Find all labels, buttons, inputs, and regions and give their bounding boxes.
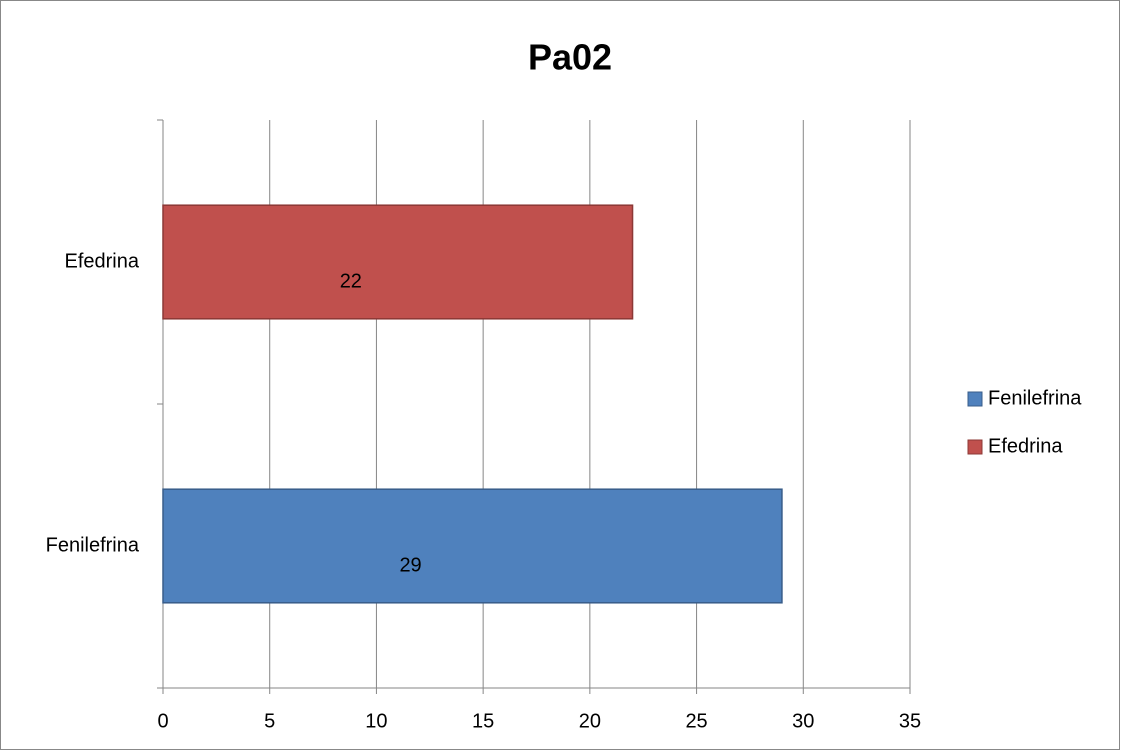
x-tick-label: 30: [792, 710, 814, 732]
x-tick-label: 0: [157, 710, 168, 732]
bar: [162, 488, 783, 604]
x-tick-label: 20: [579, 710, 601, 732]
x-tick-label: 10: [365, 710, 387, 732]
chart-title: Pa02: [528, 37, 612, 78]
x-tick-label: 5: [264, 710, 275, 732]
legend-label: Efedrina: [988, 435, 1063, 457]
x-tick-label: 25: [685, 710, 707, 732]
data-label: 22: [340, 270, 362, 292]
legend-label: Fenilefrina: [988, 387, 1082, 409]
y-tick-label: Fenilefrina: [46, 534, 140, 556]
legend-swatch: [967, 439, 983, 455]
data-label: 29: [399, 554, 421, 576]
legend-swatch: [967, 391, 983, 407]
bar: [162, 204, 634, 320]
x-tick-label: 15: [472, 710, 494, 732]
x-tick-label: 35: [899, 710, 921, 732]
y-tick-label: Efedrina: [65, 250, 140, 272]
